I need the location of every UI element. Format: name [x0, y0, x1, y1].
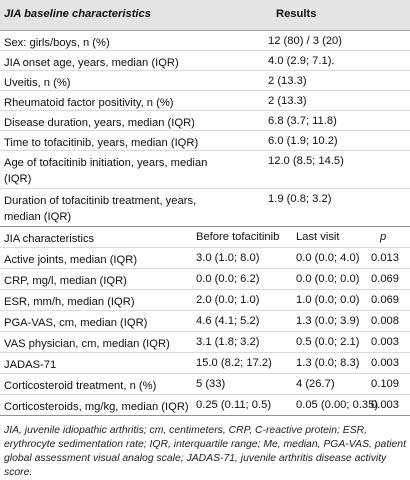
subheader-label: JIA characteristics — [4, 233, 95, 245]
table-row: CRP, mg/l, median (IQR) 0.0 (0.0; 6.2) 0… — [0, 269, 410, 290]
characteristics-subheader: JIA characteristics Before tofacitinib L… — [0, 227, 410, 248]
row-before: 3.1 (1.8; 3.2) — [196, 336, 260, 348]
row-before: 0.25 (0.11; 0.5) — [196, 399, 272, 411]
row-result: 12 (80) / 3 (20) — [268, 35, 342, 47]
row-label: Disease duration, years, median (IQR) — [4, 117, 195, 129]
row-last: 1.3 (0.0; 8.3) — [296, 357, 360, 369]
table-row: JADAS-71 15.0 (8.2; 17.2) 1.3 (0.0; 8.3)… — [0, 353, 410, 374]
row-p: 0.069 — [371, 273, 399, 285]
table-row: Age of tofacitinib initiation, years, me… — [0, 151, 410, 189]
row-label: Uveitis, n (%) — [4, 77, 71, 89]
row-result: 6.8 (3.7; 11.8) — [268, 115, 337, 127]
row-p: 0.109 — [371, 378, 399, 390]
row-result: 12.0 (8.5; 14.5) — [268, 155, 344, 167]
row-last: 0.0 (0.0; 0.0) — [296, 273, 360, 285]
table-footnote: JIA, juvenile idiopathic arthritis; cm, … — [4, 425, 406, 478]
row-before: 3.0 (1.0; 8.0) — [196, 252, 260, 264]
table-row: Duration of tofacitinib treatment, years… — [0, 189, 410, 227]
row-label: Active joints, median (IQR) — [4, 254, 138, 266]
row-label: Rheumatoid factor positivity, n (%) — [4, 97, 174, 109]
table-header: JIA baseline characteristics Results — [0, 0, 410, 31]
header-results: Results — [276, 8, 317, 20]
row-label: Time to tofacitinib, years, median (IQR) — [4, 137, 199, 149]
row-p: 0.013 — [371, 252, 399, 264]
row-result: 1.9 (0.8; 3.2) — [268, 193, 332, 205]
row-label: Age of tofacitinib initiation, years, me… — [4, 157, 208, 185]
table-row: PGA-VAS, cm, median (IQR) 4.6 (4.1; 5.2)… — [0, 311, 410, 332]
table-row: ESR, mm/h, median (IQR) 2.0 (0.0; 1.0) 1… — [0, 290, 410, 311]
row-label: Duration of tofacitinib treatment, years… — [4, 195, 197, 223]
table-row: JIA onset age, years, median (IQR) 4.0 (… — [0, 51, 410, 71]
row-last: 1.0 (0.0; 0.0) — [296, 294, 360, 306]
row-before: 4.6 (4.1; 5.2) — [196, 315, 260, 327]
row-result: 4.0 (2.9; 7.1). — [268, 55, 335, 67]
row-p: 0.003 — [371, 336, 399, 348]
row-label: Corticosteroid treatment, n (%) — [4, 380, 157, 392]
row-result: 2 (13.3) — [268, 95, 307, 107]
row-last: 0.5 (0.0; 2.1) — [296, 336, 360, 348]
table-row: Disease duration, years, median (IQR) 6.… — [0, 111, 410, 131]
row-before: 15.0 (8.2; 17.2) — [196, 357, 272, 369]
table-row: Corticosteroid treatment, n (%) 5 (33) 4… — [0, 374, 410, 395]
table-row: Active joints, median (IQR) 3.0 (1.0; 8.… — [0, 248, 410, 269]
row-last: 1.3 (0.0; 3.9) — [296, 315, 360, 327]
row-before: 2.0 (0.0; 1.0) — [196, 294, 260, 306]
subheader-before: Before tofacitinib — [196, 231, 280, 243]
row-label: PGA-VAS, cm, median (IQR) — [4, 317, 148, 329]
row-result: 2 (13.3) — [268, 75, 307, 87]
row-label: JIA onset age, years, median (IQR) — [4, 57, 179, 69]
row-label: ESR, mm/h, median (IQR) — [4, 296, 135, 308]
row-label: Corticosteroids, mg/kg, median (IQR) — [4, 401, 189, 413]
table-row: Corticosteroids, mg/kg, median (IQR) 0.2… — [0, 395, 410, 416]
row-p: 0.003 — [371, 399, 399, 411]
row-label: CRP, mg/l, median (IQR) — [4, 275, 127, 287]
row-last: 0.05 (0.00; 0.35) — [296, 399, 379, 411]
table-row: VAS physician, cm, median (IQR) 3.1 (1.8… — [0, 332, 410, 353]
table-row: Uveitis, n (%) 2 (13.3) — [0, 71, 410, 91]
row-before: 0.0 (0.0; 6.2) — [196, 273, 260, 285]
row-label: JADAS-71 — [4, 359, 57, 371]
subheader-p: p — [380, 231, 387, 243]
row-p: 0.069 — [371, 294, 399, 306]
table-row: Time to tofacitinib, years, median (IQR)… — [0, 131, 410, 151]
row-result: 6.0 (1.9; 10.2) — [268, 135, 338, 147]
row-last: 0.0 (0.0; 4.0) — [296, 252, 360, 264]
subheader-last: Last visit — [296, 231, 340, 243]
row-before: 5 (33) — [196, 378, 226, 390]
table-row: Rheumatoid factor positivity, n (%) 2 (1… — [0, 91, 410, 111]
row-p: 0.008 — [371, 315, 399, 327]
header-characteristics: JIA baseline characteristics — [4, 8, 151, 20]
table-row: Sex: girls/boys, n (%) 12 (80) / 3 (20) — [0, 31, 410, 51]
row-label: VAS physician, cm, median (IQR) — [4, 338, 170, 350]
row-label: Sex: girls/boys, n (%) — [4, 37, 110, 49]
row-last: 4 (26.7) — [296, 378, 335, 390]
row-p: 0.003 — [371, 357, 399, 369]
